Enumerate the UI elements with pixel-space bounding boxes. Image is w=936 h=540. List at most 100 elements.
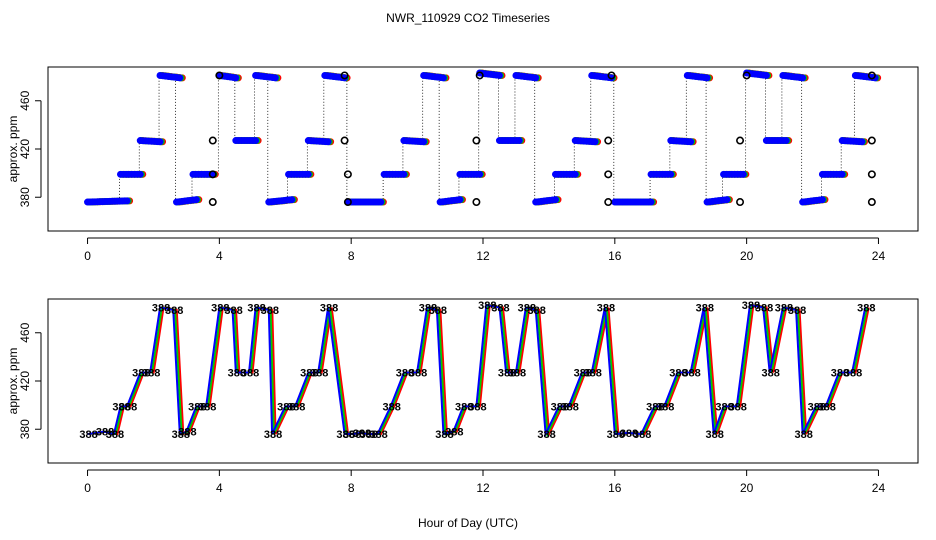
bottom-x-tick-label: 12 [476,481,490,495]
series-point-label: 388 [508,368,526,380]
data-point-blue [799,74,807,82]
reference-point [472,136,481,145]
data-point-blue [532,74,540,82]
data-point-blue [647,198,655,206]
series-point-label: 388 [445,427,463,439]
series-point-label: 388 [419,302,437,314]
data-point-blue [136,170,144,178]
bottom-data-series: 3883883883883883883883883883883883883883… [79,300,875,441]
series-point-label: 388 [607,429,625,441]
series-point-label: 388 [383,401,401,413]
series-point-label: 388 [112,401,130,413]
data-point-blue [762,71,770,79]
top-data-points [84,69,882,207]
series-point-label: 388 [211,302,229,314]
series-point-label: 388 [788,305,806,317]
series-line-blue [87,303,867,438]
series-point-label: 388 [468,401,486,413]
series-point-label: 388 [165,305,183,317]
series-point-label: 388 [597,302,615,314]
top-plot-frame [47,66,919,232]
x-axis-label: Hour of Day (UTC) [418,516,518,530]
bottom-x-tick-label: 8 [348,481,355,495]
top-y-tick-label: 460 [18,90,32,110]
top-guide-lines [119,73,855,203]
top-y-tick-label: 380 [18,187,32,207]
bottom-y-axis-label: approx. ppm [6,348,20,415]
series-point-label: 388 [96,427,114,439]
top-x-tick-label: 4 [216,249,223,263]
series-point-label: 388 [528,305,546,317]
series-point-label: 388 [669,368,687,380]
series-point-label: 388 [808,401,826,413]
series-point-label: 388 [119,401,137,413]
reference-point [343,198,352,207]
series-point-label: 388 [336,429,354,441]
series-point-label: 388 [706,429,724,441]
series-point-label: 388 [455,401,473,413]
series-point-label: 388 [518,302,536,314]
series-point-label: 388 [79,429,97,441]
series-point-label: 388 [261,305,279,317]
reference-point [475,71,484,80]
reference-point [215,71,224,80]
series-point-label: 388 [310,368,328,380]
series-point-label: 388 [537,429,555,441]
bottom-x-tick-label: 0 [84,481,91,495]
data-point-blue [838,170,846,178]
data-point-blue [400,170,408,178]
top-y-axis-label: approx. ppm [6,116,20,183]
bottom-plot-frame [47,298,919,464]
series-point-label: 388 [584,368,602,380]
series-point-label: 388 [228,368,246,380]
series-point-label: 388 [198,401,216,413]
series-point-label: 388 [264,429,282,441]
reference-point [208,170,217,179]
data-point-blue [377,198,385,206]
series-point-label: 388 [241,368,259,380]
data-point-blue [552,196,559,204]
data-point-blue [591,138,599,146]
top-x-tick-label: 8 [348,249,355,263]
data-point-blue [304,170,312,178]
top-x-tick-label: 12 [476,249,490,263]
bottom-x-tick-label: 16 [608,481,622,495]
series-point-label: 388 [729,401,747,413]
data-point-blue [687,138,695,146]
data-point-blue [439,74,447,82]
series-point-label: 388 [353,428,371,440]
data-point-blue [156,138,164,146]
series-point-label: 388 [696,302,714,314]
data-point-blue [176,74,184,82]
series-point-label: 388 [491,302,509,314]
data-point-blue [192,196,200,204]
data-point-blue [571,170,579,178]
data-point-blue [252,137,260,145]
reference-point [607,71,616,80]
series-point-label: 388 [142,368,160,380]
series-point-label: 388 [498,368,516,380]
series-point-label: 388 [857,302,875,314]
data-point-blue [456,196,464,204]
series-point-label: 388 [188,401,206,413]
top-x-tick-label: 20 [740,249,754,263]
figure-title: NWR_110929 CO2 Timeseries [386,11,550,25]
data-point-blue [271,74,279,82]
series-point-label: 388 [844,368,862,380]
series-point-label: 388 [656,401,674,413]
reference-point [867,71,876,80]
top-x-tick-label: 24 [872,249,886,263]
data-point-blue [782,137,790,145]
bottom-y-tick-label: 460 [18,322,32,342]
series-point-label: 388 [320,302,338,314]
series-point-label: 388 [132,368,150,380]
data-point-blue [288,196,296,204]
series-point-label: 388 [409,368,427,380]
series-point-label: 388 [343,429,361,441]
bottom-x-tick-label: 20 [740,481,754,495]
reference-point [208,198,217,207]
data-point-blue [420,138,428,146]
series-point-label: 388 [794,429,812,441]
data-point-blue [858,138,866,146]
